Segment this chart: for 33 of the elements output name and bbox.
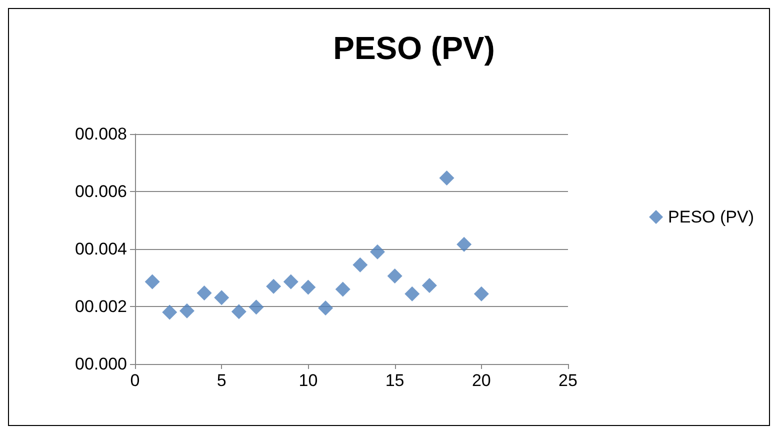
point (370, 244, 385, 260)
point (318, 300, 334, 316)
point (335, 282, 350, 297)
point (283, 274, 298, 290)
point (248, 300, 264, 315)
point (179, 303, 194, 318)
point (196, 285, 212, 300)
point (214, 290, 230, 306)
point (404, 286, 420, 302)
x-tick-label: 20 (472, 371, 491, 390)
point (456, 236, 472, 252)
x-tick-label: 15 (385, 371, 404, 390)
y-tick-label: 00.002 (75, 297, 127, 316)
point (422, 278, 437, 294)
chart-title: PESO (PV) (333, 30, 495, 66)
point (387, 268, 402, 284)
y-tick-label: 00.008 (75, 124, 127, 144)
legend-label: PESO (PV) (668, 208, 754, 226)
point (144, 274, 160, 290)
point (162, 304, 178, 320)
point (231, 304, 246, 320)
point (352, 257, 368, 272)
point (474, 286, 489, 302)
x-tick-label: 5 (216, 371, 226, 390)
y-tick-label: 00.006 (75, 182, 127, 201)
point (439, 170, 454, 186)
x-tick-label: 25 (558, 371, 578, 390)
x-tick-label: 0 (130, 371, 140, 390)
y-tick-label: 00.004 (75, 240, 127, 258)
point (266, 278, 282, 294)
x-tick-label: 10 (298, 371, 318, 390)
point (300, 280, 316, 295)
y-tick-label: 00.000 (75, 354, 127, 374)
